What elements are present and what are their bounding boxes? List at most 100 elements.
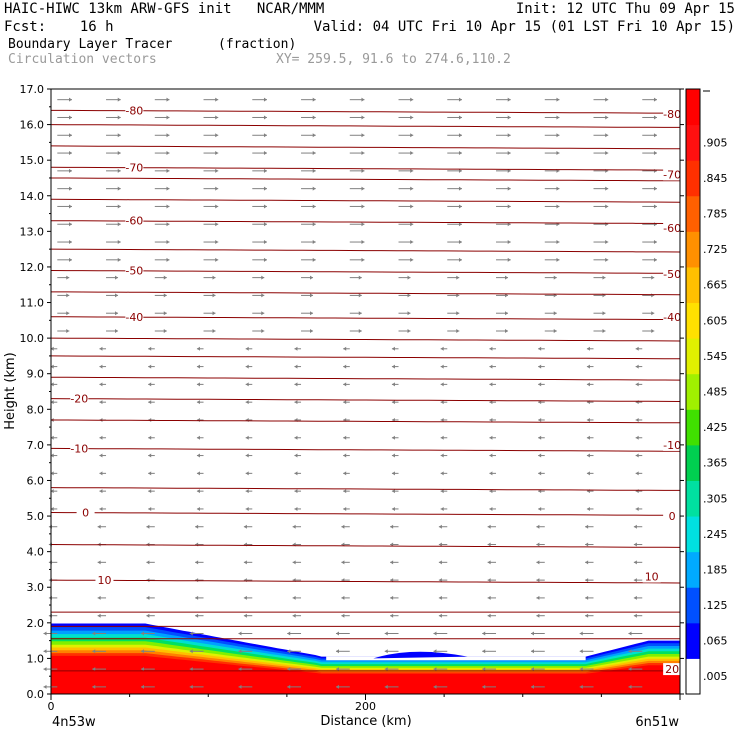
vector-head xyxy=(263,151,267,156)
vector-head xyxy=(263,204,267,209)
vector-head xyxy=(390,560,394,565)
y-tick-label: 2.0 xyxy=(27,617,45,630)
vector-head xyxy=(196,400,200,405)
vector-head xyxy=(245,400,249,405)
contour-label: -50 xyxy=(125,265,143,278)
vector-head xyxy=(195,578,199,583)
vector-head xyxy=(538,417,542,422)
vector-head xyxy=(163,275,167,280)
vector-head xyxy=(556,204,560,209)
vector-head xyxy=(343,453,347,458)
vector-head xyxy=(653,168,657,173)
vector-head xyxy=(140,649,144,654)
vector-head xyxy=(163,311,167,316)
vector-head xyxy=(553,311,557,316)
vector-head xyxy=(635,453,639,458)
vector-head xyxy=(438,524,442,529)
colorbar-label: .545 xyxy=(703,350,728,363)
vector-head xyxy=(196,417,200,422)
vector-head xyxy=(489,364,493,369)
vector-head xyxy=(651,275,655,280)
vector-head xyxy=(148,489,152,494)
vector-head xyxy=(263,97,267,102)
vector-head xyxy=(343,382,347,387)
colorbar-swatch xyxy=(686,89,700,126)
tracer-gap xyxy=(326,656,586,661)
vector-head xyxy=(148,506,152,511)
contour-label-bg xyxy=(663,310,682,323)
vector-head xyxy=(440,471,444,476)
vector-head xyxy=(407,293,411,298)
vector-head xyxy=(166,257,170,262)
vector-head xyxy=(433,667,437,672)
vector-head xyxy=(390,613,394,618)
y-tick-label: 1.0 xyxy=(27,652,45,665)
run-title: HAIC-HIWC 13km ARW-GFS init NCAR/MMM xyxy=(4,1,325,17)
vector-head xyxy=(117,133,121,138)
vector-head xyxy=(294,453,298,458)
vector-head xyxy=(243,613,247,618)
contour-label: -40 xyxy=(663,311,681,324)
vector-head xyxy=(556,151,560,156)
vector-head xyxy=(489,400,493,405)
vector-head xyxy=(117,168,121,173)
vector-head xyxy=(310,329,314,333)
x-start-location: 4n53w xyxy=(52,715,96,730)
vector-head xyxy=(343,364,347,369)
vector-head xyxy=(312,222,316,227)
vector-head xyxy=(361,133,365,138)
vector-head xyxy=(653,186,657,191)
vector-head xyxy=(458,240,462,245)
colorbar-label: .125 xyxy=(703,599,728,612)
vector-head xyxy=(99,346,103,351)
vector-head xyxy=(384,631,388,636)
vector-head xyxy=(556,257,560,262)
vector-head xyxy=(335,684,339,689)
vector-head xyxy=(238,684,242,689)
vector-head xyxy=(556,115,560,120)
vector-head xyxy=(538,471,542,476)
vector-head xyxy=(68,240,72,245)
vector-head xyxy=(166,204,170,209)
field-name: Boundary Layer Tracer xyxy=(8,37,173,52)
vector-head xyxy=(433,684,437,689)
vector-head xyxy=(215,204,219,209)
vector-head xyxy=(195,560,199,565)
vector-head xyxy=(605,115,609,120)
vector-head xyxy=(458,168,462,173)
contour-line xyxy=(50,487,680,491)
colorbar-swatch xyxy=(686,231,700,268)
colorbar-label: .785 xyxy=(703,208,728,221)
vector-head xyxy=(245,382,249,387)
vector-head xyxy=(530,631,534,636)
vector-head xyxy=(489,506,493,511)
x-tick-label: 0 xyxy=(48,700,55,713)
vector-head xyxy=(391,471,395,476)
vector-head xyxy=(407,329,411,333)
vector-head xyxy=(440,346,444,351)
vector-head xyxy=(335,631,339,636)
vector-head xyxy=(343,400,347,405)
vector-head xyxy=(586,453,590,458)
vector-head xyxy=(410,204,414,209)
vector-head xyxy=(50,364,54,369)
vector-head xyxy=(294,400,298,405)
colorbar-label: .065 xyxy=(703,635,728,648)
vector-head xyxy=(505,311,509,316)
colorbar-swatch xyxy=(686,444,700,481)
vector-head xyxy=(215,240,219,245)
vector-head xyxy=(536,560,540,565)
vector-head xyxy=(195,542,199,547)
vector-head xyxy=(263,168,267,173)
vector-head xyxy=(189,684,193,689)
vector-head xyxy=(310,293,314,298)
vector-head xyxy=(341,595,345,600)
vector-head xyxy=(312,240,316,245)
vector-head xyxy=(586,471,590,476)
vector-head xyxy=(653,222,657,227)
vector-head xyxy=(50,471,54,476)
vector-head xyxy=(212,311,216,316)
vector-head xyxy=(287,684,291,689)
vector-head xyxy=(585,560,589,565)
vector-head xyxy=(489,453,493,458)
